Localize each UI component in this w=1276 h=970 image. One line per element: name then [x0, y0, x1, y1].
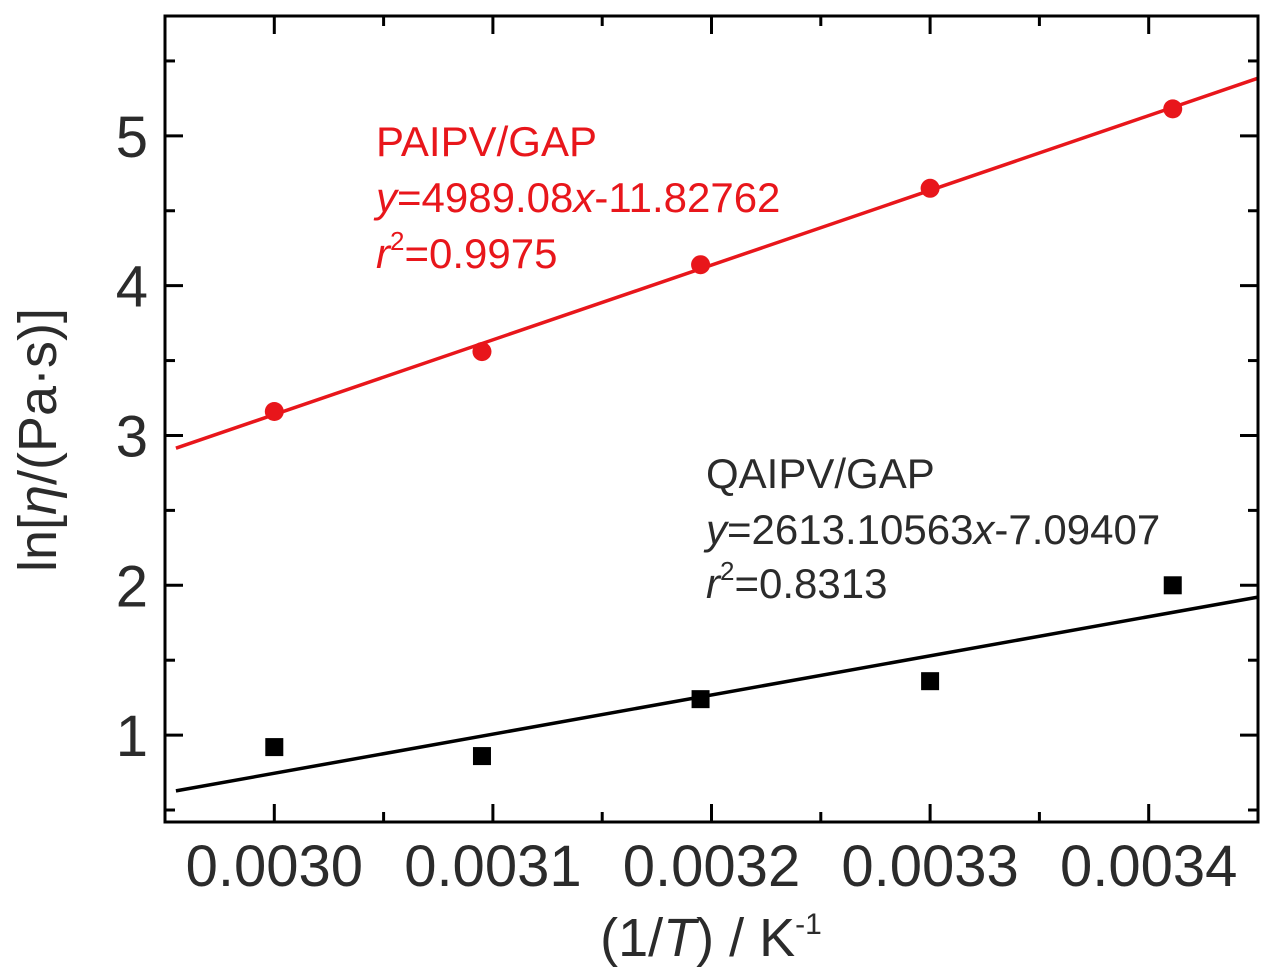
x-tick-label: 0.0033 [841, 834, 1018, 899]
data-point-circle [472, 342, 492, 362]
fit-line-qaipv-gap [175, 595, 1259, 793]
y-tick-label: 3 [116, 404, 148, 469]
data-point-square [1163, 576, 1182, 595]
series-name-qaipv: QAIPV/GAP [706, 450, 935, 497]
data-point-circle [691, 255, 711, 275]
x-tick-label: 0.0031 [404, 834, 581, 899]
equation-paipv: y=4989.08x-11.82762 [373, 174, 780, 221]
data-points [264, 99, 1183, 766]
x-axis-label: (1/T) / K-1 [600, 908, 822, 968]
r2-paipv: r2=0.9975 [376, 226, 557, 277]
y-tick-label: 5 [116, 105, 148, 170]
data-point-square [921, 672, 940, 691]
y-tick-label: 4 [116, 255, 148, 320]
data-point-square [265, 738, 284, 757]
data-point-circle [920, 178, 940, 198]
ticks-layer: 0.0030 0.0031 0.0032 0.0033 0.0034 1 2 3 4 5 [116, 16, 1258, 899]
fit-line-paipv-gap [175, 76, 1259, 450]
x-tick-label: 0.0034 [1060, 834, 1237, 899]
data-point-circle [1163, 99, 1183, 119]
data-point-square [472, 747, 491, 766]
y-tick-label: 1 [116, 704, 148, 769]
data-point-circle [264, 402, 284, 422]
equation-qaipv: y=2613.10563x-7.09407 [703, 506, 1160, 553]
fit-lines [175, 76, 1259, 793]
data-point-square [691, 690, 710, 709]
series-name-paipv: PAIPV/GAP [376, 118, 597, 165]
y-axis-label: ln[η/(Pa·s)] [8, 308, 68, 572]
y-tick-label: 2 [116, 554, 148, 619]
x-tick-label: 0.0030 [186, 834, 363, 899]
x-tick-label: 0.0032 [623, 834, 800, 899]
plot-frame [163, 14, 1260, 824]
annotation-qaipv: QAIPV/GAP y=2613.10563x-7.09407 r2=0.831… [703, 450, 1160, 607]
annotation-paipv: PAIPV/GAP y=4989.08x-11.82762 r2=0.9975 [373, 118, 780, 277]
r2-qaipv: r2=0.8313 [706, 556, 887, 607]
